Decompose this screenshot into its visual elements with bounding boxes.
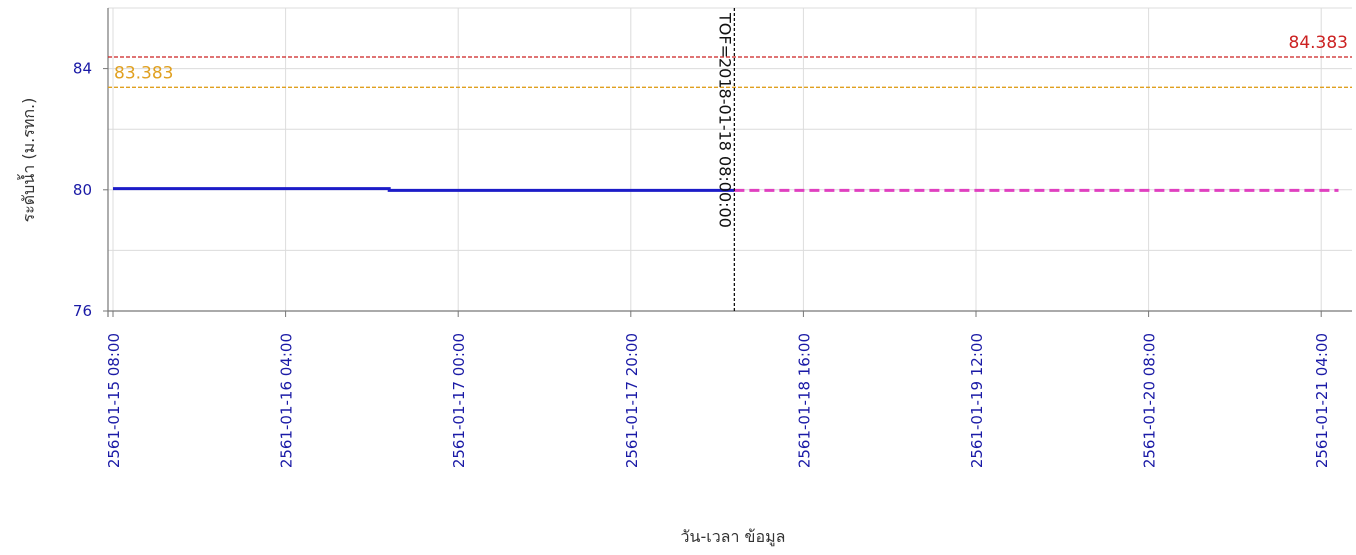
y-axis-title: ระดับน้ำ (ม.รทก.) bbox=[17, 98, 38, 223]
y-tick-label: 80 bbox=[73, 181, 92, 199]
x-tick-label: 2561-01-15 08:00 bbox=[105, 333, 123, 468]
reference-lines: 84.383 83.383 bbox=[108, 33, 1352, 88]
axes bbox=[103, 8, 1352, 317]
observed-line bbox=[113, 187, 735, 192]
x-tick-label: 2561-01-19 12:00 bbox=[968, 333, 986, 468]
x-tick-label: 2561-01-17 00:00 bbox=[450, 333, 468, 468]
reference-line-label: 84.383 bbox=[1289, 33, 1348, 53]
y-tick-label: 84 bbox=[73, 60, 92, 78]
tof-marker-label: TOF=2018-01-18 08:00:00 bbox=[715, 12, 734, 228]
y-tick-label: 76 bbox=[73, 302, 92, 320]
x-tick-label: 2561-01-17 20:00 bbox=[623, 333, 641, 468]
x-tick-label: 2561-01-21 04:00 bbox=[1313, 333, 1331, 468]
tof-marker: TOF=2018-01-18 08:00:00 bbox=[715, 8, 736, 311]
x-tick-label: 2561-01-18 16:00 bbox=[795, 333, 813, 468]
reference-line-label: 83.383 bbox=[114, 63, 173, 83]
x-axis-title: วัน-เวลา ข้อมูล bbox=[681, 527, 786, 547]
series-lines bbox=[113, 187, 1339, 192]
x-tick-label: 2561-01-16 04:00 bbox=[278, 333, 296, 468]
tick-labels: 76 80 84 2561-01-15 08:00 2561-01-16 04:00 25… bbox=[73, 60, 1331, 469]
x-tick-label: 2561-01-20 08:00 bbox=[1141, 333, 1159, 468]
